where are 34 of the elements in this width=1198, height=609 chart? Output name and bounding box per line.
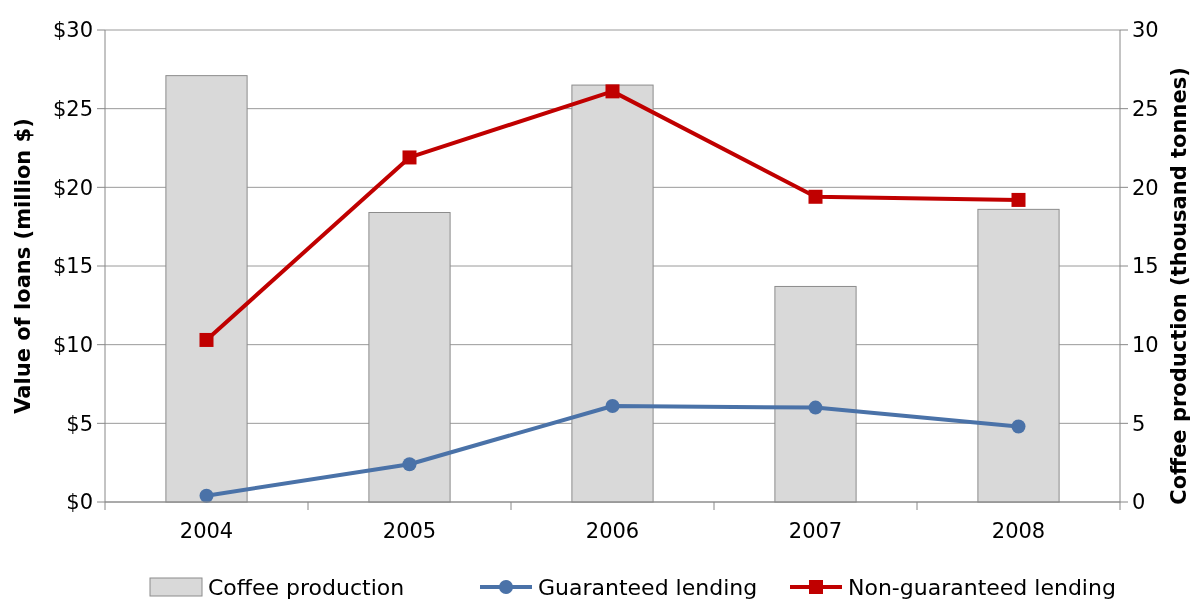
y2-tick-label: 15 — [1132, 254, 1159, 279]
point — [1011, 419, 1026, 434]
point — [808, 400, 823, 415]
x-tick-label: 2005 — [382, 519, 437, 543]
x-tick-label: 2004 — [179, 519, 234, 543]
point — [199, 488, 214, 503]
y2-tick-label: 10 — [1132, 333, 1159, 358]
y2-tick-label: 30 — [1132, 18, 1159, 43]
y-axis-title: Value of loans (million $) — [11, 118, 35, 414]
point — [605, 84, 620, 99]
y-tick-label: $25 — [52, 97, 93, 122]
point — [1011, 192, 1026, 207]
y-tick-label: $30 — [52, 18, 93, 43]
point — [402, 457, 417, 472]
point — [605, 399, 620, 414]
y2-axis-title: Coffee production (thousand tonnes) — [1167, 67, 1191, 505]
x-tick-label: 2008 — [991, 519, 1046, 543]
point — [402, 150, 417, 165]
point — [199, 332, 214, 347]
x-tick-label: 2006 — [585, 519, 640, 543]
x-tick-label: 2007 — [788, 519, 843, 543]
y2-tick-label: 20 — [1132, 175, 1159, 200]
y-tick-label: $15 — [52, 254, 93, 279]
y-tick-label: $20 — [52, 175, 93, 200]
y-tick-label: $5 — [66, 411, 93, 436]
point — [808, 189, 823, 204]
y-tick-label: $10 — [52, 333, 93, 358]
y-tick-label: $0 — [66, 490, 93, 515]
y2-tick-label: 0 — [1132, 490, 1146, 515]
legend-label: Non-guaranteed lending — [848, 575, 1116, 600]
legend-label: Coffee production — [208, 575, 405, 600]
y2-tick-label: 25 — [1132, 97, 1159, 122]
y2-tick-label: 5 — [1132, 411, 1146, 436]
legend-label: Guaranteed lending — [538, 575, 758, 600]
